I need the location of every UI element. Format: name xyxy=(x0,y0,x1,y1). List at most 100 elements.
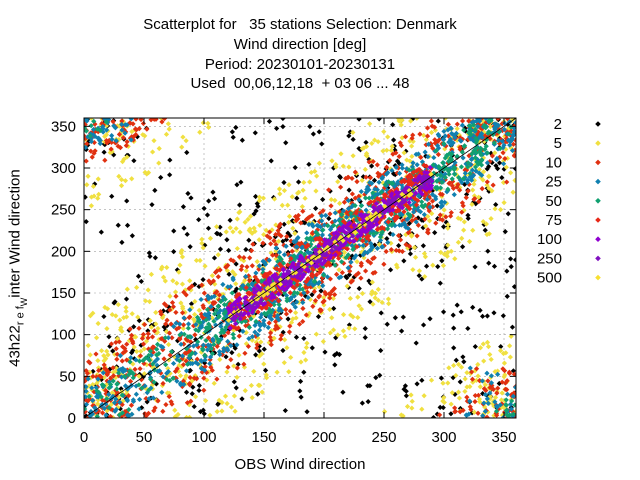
data-point xyxy=(372,269,378,276)
data-point xyxy=(398,122,404,128)
data-point xyxy=(205,293,211,299)
data-point xyxy=(485,400,491,406)
data-point xyxy=(508,256,514,262)
data-point xyxy=(149,382,155,388)
x-tick-label: 0 xyxy=(80,429,88,446)
data-point xyxy=(400,413,406,418)
data-point xyxy=(228,343,234,349)
data-point xyxy=(152,255,158,261)
data-point xyxy=(285,262,291,268)
data-point xyxy=(489,153,495,159)
data-point xyxy=(480,341,486,347)
data-point xyxy=(477,384,483,390)
data-point xyxy=(436,187,443,193)
data-point xyxy=(259,389,265,395)
data-point xyxy=(276,298,282,304)
data-point xyxy=(177,321,183,327)
data-point xyxy=(468,156,475,163)
data-point xyxy=(206,278,212,284)
data-point xyxy=(294,262,300,269)
data-point xyxy=(510,189,516,195)
data-point xyxy=(245,322,251,329)
data-point xyxy=(491,412,497,418)
data-point xyxy=(413,202,420,208)
data-point xyxy=(277,267,283,273)
data-point xyxy=(420,243,426,249)
data-point xyxy=(385,170,391,176)
data-point xyxy=(295,179,302,185)
data-point xyxy=(414,118,420,121)
data-point xyxy=(245,216,251,222)
data-point xyxy=(225,338,231,345)
data-point xyxy=(289,194,295,200)
data-point xyxy=(212,290,218,296)
data-point xyxy=(461,227,467,233)
data-point xyxy=(148,271,154,277)
data-point xyxy=(164,376,170,383)
data-point xyxy=(217,267,223,273)
data-point xyxy=(274,296,280,302)
data-point xyxy=(504,268,510,274)
data-point xyxy=(385,296,392,302)
data-point xyxy=(90,310,96,316)
legend-marker xyxy=(595,217,601,223)
data-point xyxy=(371,137,378,143)
data-point xyxy=(465,177,471,183)
data-point xyxy=(380,198,387,204)
data-point xyxy=(298,359,304,365)
data-point xyxy=(277,261,283,267)
data-point xyxy=(95,401,101,407)
data-point xyxy=(440,160,446,166)
data-point xyxy=(352,169,358,175)
data-point xyxy=(204,347,211,353)
data-point xyxy=(221,329,227,335)
data-point xyxy=(321,272,327,278)
data-point xyxy=(186,368,192,374)
data-point xyxy=(474,156,481,163)
data-point xyxy=(218,298,224,305)
data-point xyxy=(510,411,516,417)
data-point xyxy=(445,242,451,248)
data-point xyxy=(167,157,173,163)
data-point xyxy=(120,344,126,350)
data-point xyxy=(486,231,492,237)
data-point xyxy=(84,128,89,134)
data-point xyxy=(440,136,446,142)
data-point xyxy=(266,278,272,284)
diagonal-line xyxy=(83,117,517,419)
data-point xyxy=(410,267,416,273)
data-point xyxy=(136,373,142,379)
data-point xyxy=(409,135,415,141)
data-point xyxy=(107,381,114,388)
data-point xyxy=(513,120,516,126)
data-point xyxy=(415,207,421,213)
data-point xyxy=(243,246,249,253)
data-point xyxy=(84,394,89,400)
data-point xyxy=(221,315,227,322)
data-point xyxy=(140,120,147,127)
data-point xyxy=(382,182,388,188)
data-point xyxy=(369,140,375,147)
data-point xyxy=(174,356,180,363)
data-point xyxy=(510,393,516,399)
data-point xyxy=(225,284,231,290)
title-line-1: Scatterplot for 35 stations Selection: D… xyxy=(143,16,457,33)
data-point xyxy=(162,335,168,341)
data-point xyxy=(350,225,356,231)
data-point xyxy=(132,366,138,372)
data-point xyxy=(136,325,142,331)
data-point xyxy=(384,226,391,232)
data-point xyxy=(423,263,430,269)
data-point xyxy=(360,233,366,239)
data-point xyxy=(424,196,430,202)
data-point xyxy=(153,321,159,327)
data-point xyxy=(349,278,356,284)
data-point xyxy=(244,264,250,270)
data-point xyxy=(234,216,240,222)
data-point xyxy=(135,314,141,320)
data-point xyxy=(419,178,426,185)
data-point xyxy=(445,186,451,192)
data-point xyxy=(251,211,257,217)
data-point xyxy=(193,327,199,333)
data-point xyxy=(346,322,353,328)
